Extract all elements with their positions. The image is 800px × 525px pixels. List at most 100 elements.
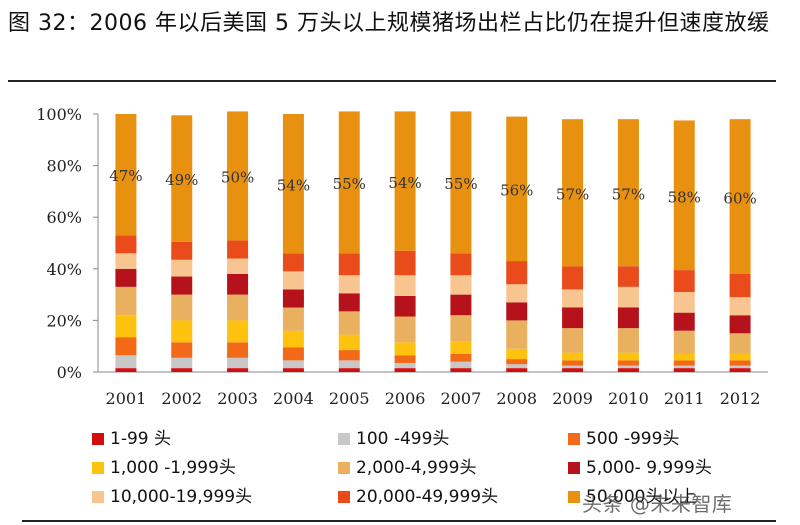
bar-segment [506,284,528,303]
legend-swatch [568,433,580,445]
y-tick-label: 40% [46,260,82,279]
data-label: 55% [333,175,366,193]
bar-segment [506,359,528,365]
bar-segment [171,342,193,358]
bar-segment [673,120,695,271]
data-label: 57% [612,186,645,204]
bar-segment [673,330,695,354]
bar-segment [562,328,584,353]
bar-segment [506,368,528,372]
bar-segment [115,355,137,369]
bar-segment [282,253,304,272]
bar-segment [729,119,751,274]
bar-segment [282,347,304,361]
bar-segment [450,361,472,369]
bar-segment [450,315,472,342]
data-label: 57% [556,186,589,204]
bar-segment [729,273,751,298]
x-tick-label: 2006 [385,389,426,408]
legend-swatch [92,462,104,474]
bar-segment [282,271,304,290]
legend-label: 1,000 -1,999头 [110,458,236,478]
y-tick-label: 80% [46,157,82,176]
bar-segment [562,368,584,372]
bar-segment [506,348,528,360]
bar-segment [562,266,584,290]
bar-segment [506,364,528,369]
bar-segment [227,273,249,295]
bar-segment [338,111,360,254]
bar-segment [282,360,304,369]
data-label: 60% [723,190,756,208]
legend-label: 5,000- 9,999头 [586,458,712,478]
bar-segment [506,261,528,285]
stacked-bar-chart: 0% 20% 40% 60% 80% 100% 2001 47% 2002 49% 2003 50% 2… [36,105,768,408]
legend-label: 100 -499头 [356,429,450,449]
bar-segment [562,289,584,308]
bar-segment [338,360,360,369]
legend-label: 20,000-49,999头 [356,487,499,507]
bar-segment [729,360,751,366]
bar-segment [617,365,639,369]
bar-segment [282,368,304,372]
legend-label: 1-99 头 [110,429,171,449]
bar-segment [673,368,695,372]
bar-segment [562,365,584,369]
bar-segment [673,360,695,366]
data-label: 55% [444,175,477,193]
bar-segment [562,307,584,329]
bar-segment [338,350,360,361]
x-tick-label: 2008 [496,389,537,408]
x-tick-label: 2007 [441,389,482,408]
legend-swatch [568,462,580,474]
bar-segment [227,258,249,274]
bar-segment [450,111,472,254]
bar-segment [729,353,751,361]
bar-segment [617,307,639,329]
data-label: 50% [221,169,254,187]
bar-segment [729,365,751,369]
legend-swatch [568,491,580,503]
bar-segment [171,368,193,372]
x-tick-label: 2012 [720,389,761,408]
legend-swatch [92,433,104,445]
bar-segment [227,357,249,369]
legend-label: 500 -999头 [586,429,680,449]
data-label: 47% [109,167,142,185]
x-tick-label: 2004 [273,389,314,408]
bar-segment [338,368,360,372]
bar-segment [227,320,249,343]
bar-segment [171,357,193,369]
x-tick-label: 2002 [161,389,202,408]
y-tick-label: 0% [57,363,82,382]
legend-label: 2,000-4,999头 [356,458,477,478]
bar-segment [562,360,584,366]
x-tick-label: 2009 [552,389,593,408]
bar-segment [282,289,304,308]
bar-segment [394,316,416,343]
legend-label: 50,000头以上 [586,487,697,507]
bar-segment [115,368,137,372]
bar-segment [115,253,137,269]
bar-segment [227,368,249,372]
bar-segment [394,355,416,363]
bar-segment [338,275,360,294]
y-tick-label: 20% [46,311,82,330]
bar-segment [171,276,193,295]
bar-segment [729,333,751,354]
bar-segment [115,286,137,316]
bar-segment [282,114,304,254]
bar-segment [338,293,360,312]
bar-segment [338,334,360,351]
bar-segment [115,337,137,356]
bar-segment [171,115,193,242]
bar-segment [617,328,639,353]
bar-segment [673,270,695,293]
bar-segment [450,253,472,276]
bar-segment [617,360,639,366]
bar-segment [450,368,472,372]
data-label: 54% [388,174,421,192]
bar-segment [617,266,639,287]
bar-segment [171,294,193,321]
bar-segment [282,307,304,331]
